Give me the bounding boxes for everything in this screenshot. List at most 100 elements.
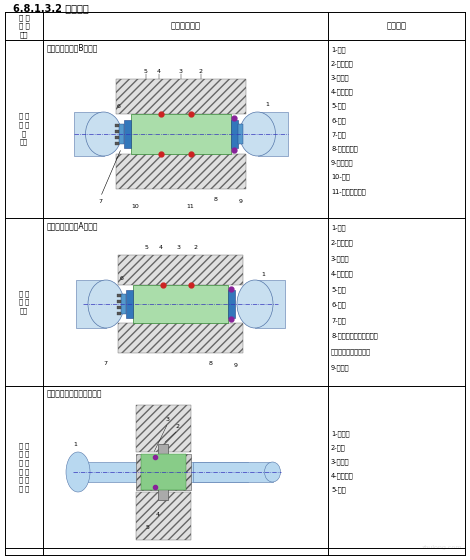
- Bar: [118, 255, 243, 285]
- Text: 1: 1: [73, 442, 77, 447]
- Text: 6-螺母: 6-螺母: [331, 301, 345, 308]
- Text: 7: 7: [103, 361, 107, 366]
- Text: 2-法兰套管: 2-法兰套管: [331, 60, 353, 67]
- Text: 为腐蚀性介质时适用）: 为腐蚀性介质时适用）: [331, 348, 371, 354]
- Text: 7-法兰: 7-法兰: [331, 131, 345, 138]
- Text: 5-螺柱: 5-螺柱: [331, 286, 345, 293]
- Bar: [118, 323, 243, 353]
- Ellipse shape: [88, 280, 124, 328]
- Bar: [116, 79, 245, 114]
- Text: 6-螺母: 6-螺母: [331, 117, 345, 124]
- Bar: [126, 290, 133, 318]
- Bar: [117, 311, 121, 315]
- Text: 7: 7: [99, 199, 102, 204]
- Bar: [230, 120, 237, 148]
- Bar: [158, 444, 168, 500]
- Text: 刚性防水套管（铸铁管）：: 刚性防水套管（铸铁管）：: [47, 389, 102, 398]
- Bar: [228, 290, 235, 318]
- Text: 4: 4: [157, 69, 160, 74]
- Bar: [141, 454, 186, 490]
- Bar: [117, 300, 121, 302]
- Text: 穿 地
下 水
池壁: 穿 地 下 水 池壁: [19, 290, 29, 314]
- Text: 套管安装样图: 套管安装样图: [171, 21, 201, 30]
- Bar: [124, 120, 131, 148]
- Ellipse shape: [66, 452, 90, 492]
- Text: 4: 4: [156, 512, 160, 517]
- Bar: [76, 280, 106, 328]
- Bar: [258, 112, 288, 156]
- Text: 5-油麻: 5-油麻: [331, 486, 345, 493]
- Text: zhulong.com: zhulong.com: [422, 545, 462, 550]
- Text: 符号说明: 符号说明: [386, 21, 407, 30]
- Text: 8-密封膏嵌缝: 8-密封膏嵌缝: [331, 146, 358, 152]
- Bar: [133, 285, 228, 323]
- Text: 10-内侧: 10-内侧: [331, 174, 350, 180]
- Text: 4-石棉水泥: 4-石棉水泥: [331, 472, 353, 479]
- Text: 9: 9: [238, 199, 243, 204]
- Text: 5: 5: [145, 245, 149, 250]
- Bar: [115, 142, 118, 144]
- Text: 6.8.1.3.2 套管安装: 6.8.1.3.2 套管安装: [13, 3, 89, 13]
- Text: 柔性防水套管（B型）：: 柔性防水套管（B型）：: [47, 43, 98, 52]
- Bar: [115, 136, 118, 138]
- Text: 3: 3: [166, 417, 170, 422]
- Text: 1-钢管: 1-钢管: [331, 224, 345, 231]
- Text: 4-法兰压盖: 4-法兰压盖: [331, 88, 353, 95]
- Text: 9-建筑外墙: 9-建筑外墙: [331, 160, 353, 166]
- Text: 套 管
安 装
位置: 套 管 安 装 位置: [19, 14, 29, 38]
- Text: 穿 地
上 建
筑 外
墙 防
水 体
及 板: 穿 地 上 建 筑 外 墙 防 水 体 及 板: [19, 442, 29, 492]
- Bar: [117, 293, 121, 296]
- Ellipse shape: [240, 112, 275, 156]
- Text: 2-法兰套管: 2-法兰套管: [331, 240, 353, 246]
- Bar: [135, 454, 190, 490]
- Text: 9: 9: [234, 363, 238, 368]
- Text: 3: 3: [177, 245, 180, 250]
- Text: 2: 2: [194, 245, 197, 250]
- Text: 3-密封圈: 3-密封圈: [331, 74, 350, 81]
- Text: 1: 1: [266, 102, 269, 107]
- Bar: [116, 154, 245, 189]
- Text: 1-钢管: 1-钢管: [331, 46, 345, 53]
- Bar: [131, 114, 230, 154]
- Bar: [115, 129, 118, 133]
- Text: 3-密封圈: 3-密封圈: [331, 255, 350, 262]
- Text: 1: 1: [261, 272, 265, 277]
- Text: 9-迎水圈: 9-迎水圈: [331, 365, 350, 371]
- Text: 1-铸铁管: 1-铸铁管: [331, 430, 350, 437]
- Text: 3-钢套管: 3-钢套管: [331, 458, 350, 465]
- Text: 5: 5: [146, 525, 150, 530]
- Text: 8-密封膏嵌缝（迎水面为: 8-密封膏嵌缝（迎水面为: [331, 333, 377, 339]
- Text: 3: 3: [179, 69, 182, 74]
- Text: 5: 5: [143, 69, 148, 74]
- Text: 2: 2: [198, 69, 203, 74]
- Text: 8: 8: [209, 361, 212, 366]
- Bar: [135, 404, 190, 452]
- Text: 11-柔性填缝材料: 11-柔性填缝材料: [331, 188, 366, 195]
- Text: 8: 8: [213, 197, 218, 202]
- Bar: [237, 124, 243, 144]
- Text: 6: 6: [117, 104, 120, 109]
- Text: 穿 地
下 建
筑
外墙: 穿 地 下 建 筑 外墙: [19, 113, 29, 145]
- Text: 2-翼环: 2-翼环: [331, 444, 345, 451]
- Bar: [78, 462, 248, 482]
- Bar: [193, 462, 273, 482]
- Ellipse shape: [265, 462, 281, 482]
- Bar: [135, 492, 190, 539]
- Ellipse shape: [237, 280, 273, 328]
- Bar: [117, 306, 121, 309]
- Bar: [118, 124, 124, 144]
- Text: 5-螺柱: 5-螺柱: [331, 103, 345, 109]
- Text: 7-法兰: 7-法兰: [331, 317, 345, 324]
- Bar: [73, 112, 103, 156]
- Text: 2: 2: [176, 424, 180, 429]
- Text: 11: 11: [187, 204, 195, 209]
- Text: 10: 10: [132, 204, 140, 209]
- Text: 6: 6: [120, 276, 124, 281]
- Ellipse shape: [86, 112, 122, 156]
- Bar: [115, 124, 118, 127]
- Bar: [255, 280, 285, 328]
- Text: 4-法兰压盖: 4-法兰压盖: [331, 270, 353, 277]
- Text: 4: 4: [158, 245, 163, 250]
- Text: 柔性防水套管（A型）：: 柔性防水套管（A型）：: [47, 221, 99, 230]
- Bar: [121, 294, 126, 314]
